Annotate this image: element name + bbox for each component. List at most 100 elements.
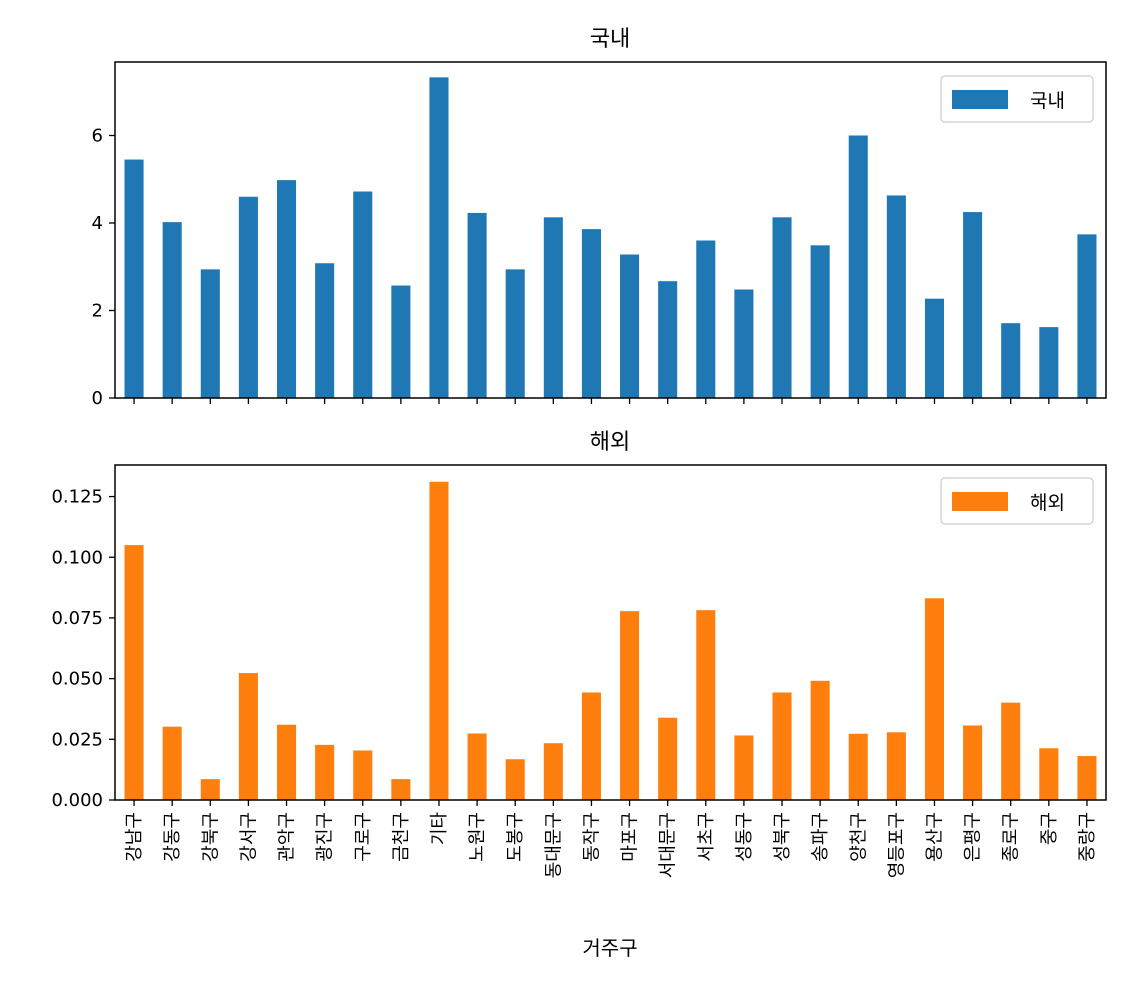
legend-swatch bbox=[952, 492, 1008, 511]
legend-swatch bbox=[952, 90, 1008, 109]
x-tick-label-강북구: 강북구 bbox=[200, 812, 221, 862]
x-tick-label-광진구: 광진구 bbox=[315, 812, 336, 862]
chart-overseas: 해외 0.000 0.025 0.050 0.075 0.100 0.125 강남구 강동구… bbox=[51, 430, 1107, 960]
x-tick-label-중랑구: 중랑구 bbox=[1077, 812, 1098, 862]
bar-중구 bbox=[1039, 327, 1059, 399]
bar-강북구 bbox=[200, 779, 220, 800]
chart-overseas-title: 해외 bbox=[590, 430, 630, 455]
bar-송파구 bbox=[810, 680, 830, 800]
legend-label: 국내 bbox=[1030, 90, 1065, 112]
x-tick-label-중구: 중구 bbox=[1039, 812, 1060, 845]
bar-도봉구 bbox=[505, 269, 525, 399]
y-tick-label: 0.025 bbox=[51, 729, 103, 750]
bar-동대문구 bbox=[543, 217, 563, 398]
bar-관악구 bbox=[276, 180, 297, 398]
bar-동작구 bbox=[581, 229, 601, 399]
chart-overseas-bars bbox=[124, 481, 1097, 800]
x-tick-label-마포구: 마포구 bbox=[620, 812, 641, 862]
x-tick-label-관악구: 관악구 bbox=[277, 812, 298, 862]
chart-domestic-title: 국내 bbox=[590, 27, 630, 52]
bar-서초구 bbox=[696, 610, 716, 800]
x-tick-label-강남구: 강남구 bbox=[124, 812, 145, 862]
x-tick-label-은평구: 은평구 bbox=[963, 812, 984, 862]
x-tick-label-구로구: 구로구 bbox=[353, 812, 374, 862]
bar-기타 bbox=[429, 481, 449, 800]
bar-중랑구 bbox=[1077, 234, 1097, 399]
bar-강남구 bbox=[124, 159, 144, 398]
bar-성북구 bbox=[772, 217, 792, 398]
bar-영등포구 bbox=[886, 732, 906, 800]
bar-강서구 bbox=[238, 673, 258, 800]
y-tick-label: 0.050 bbox=[51, 669, 103, 690]
bar-동대문구 bbox=[543, 743, 563, 800]
bar-성동구 bbox=[734, 289, 754, 398]
bar-종로구 bbox=[1001, 323, 1021, 398]
bar-양천구 bbox=[848, 135, 868, 398]
bar-기타 bbox=[429, 77, 449, 398]
bar-광진구 bbox=[315, 263, 335, 398]
bar-도봉구 bbox=[505, 759, 525, 800]
legend-label: 해외 bbox=[1030, 492, 1065, 514]
y-tick-label: 0.100 bbox=[51, 547, 103, 568]
chart-domestic-legend: 국내 bbox=[940, 75, 1094, 123]
bar-강남구 bbox=[124, 545, 144, 800]
chart-domestic-bars bbox=[124, 77, 1097, 399]
x-tick-label-서대문구: 서대문구 bbox=[658, 812, 679, 878]
bar-강동구 bbox=[162, 222, 182, 399]
chart-overseas-x-axis: 강남구 강동구 강북구 강서구 관악구 광진구 구로구 금천구 기타 노원구 도봉구 동대문구 동작구 마… bbox=[124, 800, 1098, 878]
bar-노원구 bbox=[467, 212, 487, 398]
x-tick-label-양천구: 양천구 bbox=[848, 812, 869, 862]
legend-box bbox=[940, 75, 1094, 123]
x-tick-label-영등포구: 영등포구 bbox=[886, 812, 907, 878]
x-tick-label-강동구: 강동구 bbox=[162, 812, 183, 862]
bar-관악구 bbox=[276, 724, 297, 800]
x-axis-label: 거주구 bbox=[582, 936, 637, 960]
bar-중구 bbox=[1039, 748, 1059, 800]
y-tick-label: 0.075 bbox=[51, 608, 103, 629]
x-tick-label-서초구: 서초구 bbox=[696, 812, 717, 862]
bar-종로구 bbox=[1001, 702, 1021, 800]
chart-overseas-y-axis: 0.000 0.025 0.050 0.075 0.100 0.125 bbox=[51, 487, 115, 811]
bar-구로구 bbox=[353, 750, 373, 800]
chart-overseas-frame bbox=[114, 464, 1107, 801]
chart-domestic-y-axis: 0 2 4 6 bbox=[92, 126, 115, 409]
chart-domestic-x-ticks bbox=[133, 398, 1088, 404]
x-tick-label-도봉구: 도봉구 bbox=[505, 812, 526, 862]
x-tick-label-동대문구: 동대문구 bbox=[543, 812, 564, 878]
chart-domestic: 국내 0 2 4 6 국내 bbox=[92, 27, 1107, 409]
bar-동작구 bbox=[581, 692, 601, 800]
bar-은평구 bbox=[963, 725, 983, 800]
y-tick-label: 2 bbox=[92, 301, 103, 322]
chart-overseas-legend: 해외 bbox=[940, 477, 1094, 525]
x-tick-label-기타: 기타 bbox=[429, 812, 450, 846]
bar-광진구 bbox=[315, 744, 335, 800]
x-tick-label-용산구: 용산구 bbox=[924, 812, 945, 862]
bar-강북구 bbox=[200, 269, 220, 399]
bar-중랑구 bbox=[1077, 756, 1097, 800]
x-tick-label-동작구: 동작구 bbox=[581, 812, 602, 862]
y-tick-label: 4 bbox=[92, 213, 103, 234]
bar-송파구 bbox=[810, 245, 830, 398]
y-tick-label: 0.125 bbox=[51, 487, 103, 508]
x-tick-label-종로구: 종로구 bbox=[1001, 812, 1022, 862]
y-tick-label: 0.000 bbox=[51, 790, 103, 811]
bar-노원구 bbox=[467, 733, 487, 800]
x-tick-label-금천구: 금천구 bbox=[391, 812, 412, 862]
bar-강동구 bbox=[162, 726, 182, 800]
bar-성동구 bbox=[734, 735, 754, 800]
bar-은평구 bbox=[963, 212, 983, 398]
bar-금천구 bbox=[391, 779, 411, 800]
x-tick-label-성북구: 성북구 bbox=[772, 812, 793, 862]
bar-서대문구 bbox=[658, 717, 678, 800]
x-tick-label-송파구: 송파구 bbox=[810, 812, 831, 862]
x-tick-label-노원구: 노원구 bbox=[467, 812, 488, 862]
bar-마포구 bbox=[620, 254, 640, 398]
x-tick-label-성동구: 성동구 bbox=[734, 812, 755, 862]
bar-용산구 bbox=[924, 598, 945, 800]
legend-box bbox=[940, 477, 1094, 525]
bar-서초구 bbox=[696, 240, 716, 398]
bar-서대문구 bbox=[658, 281, 678, 398]
bar-양천구 bbox=[848, 733, 868, 800]
chart-domestic-frame bbox=[114, 61, 1107, 399]
